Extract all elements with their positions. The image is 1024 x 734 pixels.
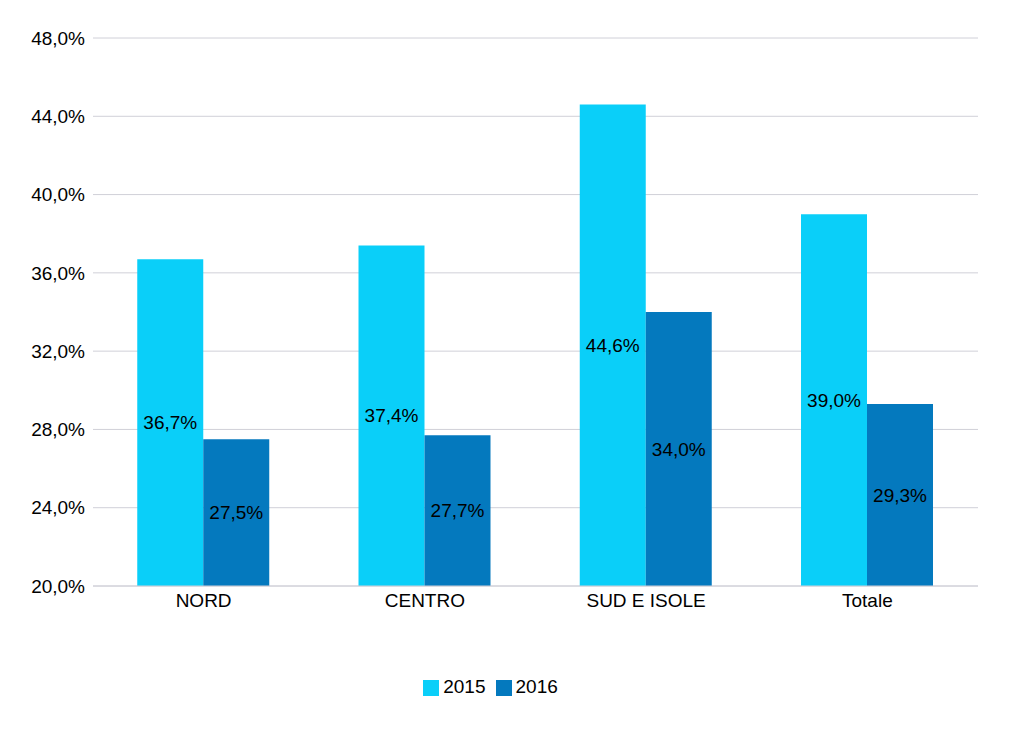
svg-text:27,5%: 27,5%	[209, 502, 263, 523]
svg-text:39,0%: 39,0%	[807, 390, 861, 411]
svg-text:CENTRO: CENTRO	[385, 590, 465, 611]
svg-text:20,0%: 20,0%	[31, 576, 85, 597]
svg-text:32,0%: 32,0%	[31, 341, 85, 362]
svg-text:28,0%: 28,0%	[31, 419, 85, 440]
svg-text:48,0%: 48,0%	[31, 28, 85, 49]
svg-text:24,0%: 24,0%	[31, 497, 85, 518]
svg-text:Totale: Totale	[842, 590, 893, 611]
html-text:2015: 2015	[443, 676, 486, 697]
svg-text:44,0%: 44,0%	[31, 106, 85, 127]
svg-text:40,0%: 40,0%	[31, 184, 85, 205]
svg-text:44,6%: 44,6%	[586, 335, 640, 356]
svg-text:36,0%: 36,0%	[31, 263, 85, 284]
svg-text:SUD E ISOLE: SUD E ISOLE	[586, 590, 705, 611]
svg-text:27,7%: 27,7%	[431, 500, 485, 521]
svg-text:37,4%: 37,4%	[365, 405, 419, 426]
svg-text:34,0%: 34,0%	[652, 439, 706, 460]
svg-text:29,3%: 29,3%	[873, 485, 927, 506]
svg-text:36,7%: 36,7%	[143, 412, 197, 433]
html-text:2016: 2016	[515, 676, 558, 697]
svg-text:NORD: NORD	[176, 590, 232, 611]
